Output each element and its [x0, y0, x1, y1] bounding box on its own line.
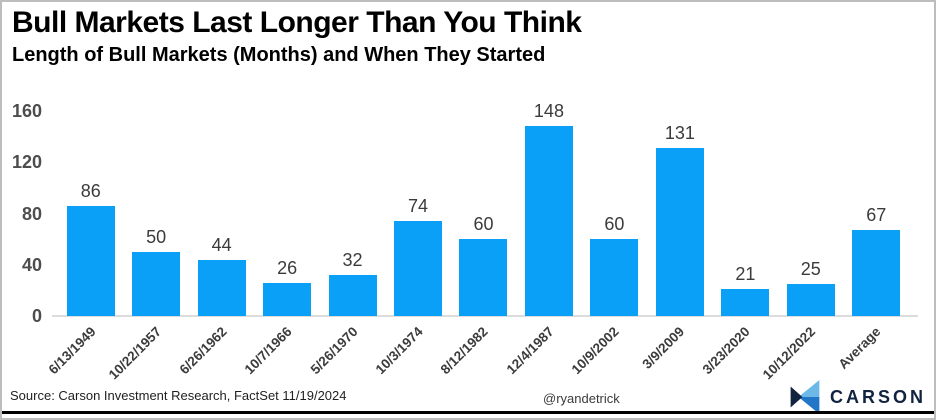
y-tick-label: 0 [31, 306, 42, 326]
bar-value-label: 21 [735, 264, 756, 285]
y-tick-label: 160 [11, 101, 42, 121]
y-tick-label: 80 [21, 203, 42, 224]
bar-slot: 25 [778, 111, 843, 316]
bar-slot: 26 [254, 111, 319, 316]
x-tick-text: 12/4/1987 [503, 324, 557, 378]
bottom-divider [2, 411, 934, 414]
carson-logo: CARSON [789, 380, 926, 414]
bar-slot: 60 [582, 111, 647, 316]
bar [590, 239, 639, 316]
bar-slot: 21 [713, 111, 778, 316]
x-tick-text: 3/23/2020 [699, 324, 753, 378]
bar-value-label: 86 [80, 180, 101, 201]
plot-area: 86 50 44 26 32 74 60 148 60 131 21 25 67 [58, 101, 909, 316]
bar-slot: 60 [451, 111, 516, 316]
bar [328, 275, 377, 316]
x-tick-text: 10/7/1966 [241, 324, 295, 378]
x-tick-text: 6/13/1949 [45, 324, 99, 378]
x-tick-text: 3/9/2009 [639, 324, 688, 372]
bar-slot: 67 [844, 111, 909, 316]
bar-slot: 32 [320, 111, 385, 316]
bar [655, 148, 704, 316]
bar [852, 230, 901, 316]
bar [132, 251, 181, 316]
bar [263, 282, 312, 316]
bar-value-label: 32 [342, 250, 363, 270]
page-subtitle: Length of Bull Markets (Months) and When… [12, 44, 546, 66]
x-tick-text: 10/9/2002 [568, 324, 623, 378]
bar-value-label: 131 [664, 123, 695, 144]
y-axis: 0 40 80 120 160 [2, 101, 42, 326]
x-tick-text: 5/26/1970 [307, 324, 361, 378]
source-note: Source: Carson Investment Research, Fact… [10, 388, 347, 403]
bar [459, 239, 508, 316]
bar-value-label: 50 [146, 226, 167, 247]
bar-value-label: 148 [533, 101, 564, 122]
x-tick-text: 8/12/1982 [438, 324, 492, 378]
bar [197, 259, 246, 316]
bar-slot: 44 [189, 111, 254, 316]
bar-value-label: 60 [604, 214, 625, 235]
x-tick-text: 10/22/1957 [105, 324, 164, 383]
bar-value-label: 67 [866, 205, 887, 226]
bar-slot: 86 [58, 111, 123, 316]
x-tick-text: 6/26/1962 [176, 324, 230, 378]
bar-value-label: 25 [800, 258, 821, 279]
bar [524, 126, 573, 316]
bar-slot: 131 [647, 111, 712, 316]
bar-slot: 148 [516, 101, 581, 316]
bar [786, 283, 835, 316]
bar [721, 289, 770, 316]
carson-logo-text: CARSON [829, 386, 926, 407]
bar-value-label: 74 [408, 196, 429, 217]
bar-value-label: 26 [277, 257, 298, 278]
y-tick-label: 120 [11, 152, 42, 173]
bar [66, 205, 115, 316]
x-axis-line [52, 315, 918, 317]
bar-slot: 50 [123, 111, 188, 316]
carson-logo-icon [790, 380, 820, 414]
x-tick-text: 10/3/1974 [372, 324, 426, 378]
x-tick-text: 10/12/2022 [760, 324, 819, 383]
x-axis-labels: 6/13/1949 10/22/1957 6/26/1962 10/7/1966 5/2… [45, 318, 909, 388]
bar-value-label: 60 [473, 214, 494, 235]
y-tick-label: 40 [21, 254, 42, 275]
twitter-handle: @ryandetrick [543, 391, 620, 406]
bar-slot: 74 [385, 111, 450, 316]
page-title: Bull Markets Last Longer Than You Think [12, 6, 582, 39]
bar [394, 221, 443, 316]
bar-value-label: 44 [211, 234, 232, 255]
x-tick-text: Average [835, 324, 884, 372]
